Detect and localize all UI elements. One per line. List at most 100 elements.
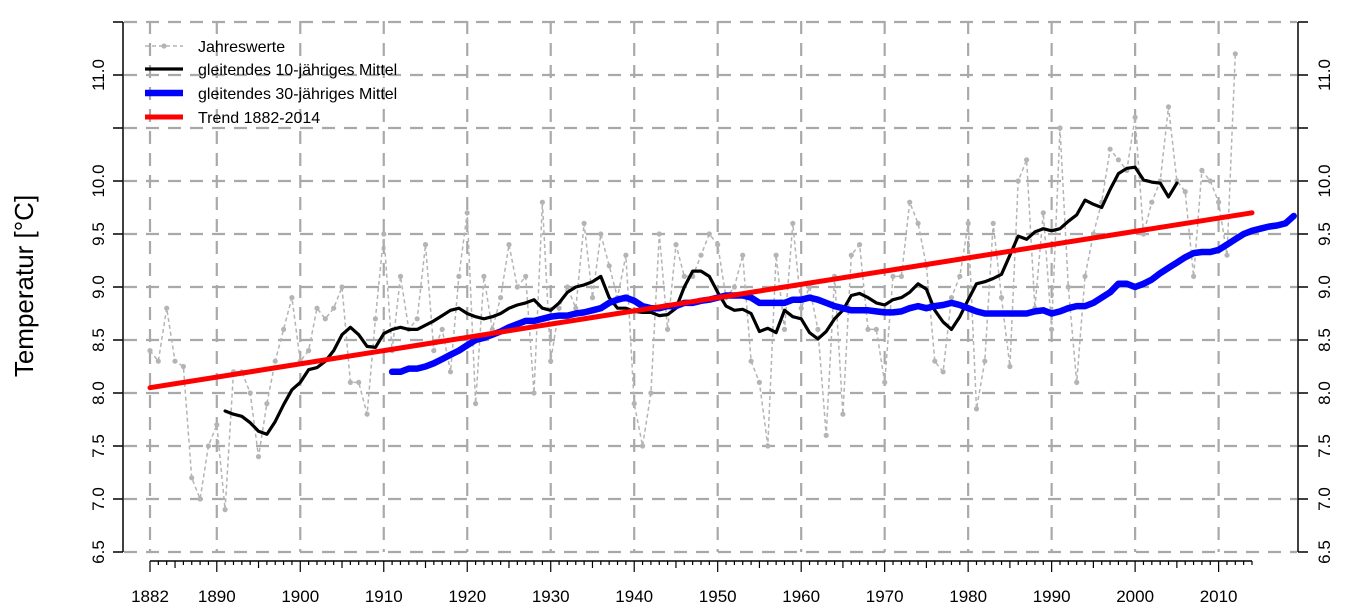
data-point — [247, 390, 253, 396]
data-point — [1024, 157, 1030, 163]
data-point — [347, 379, 353, 385]
data-point — [840, 411, 846, 417]
x-tick-label: 1940 — [615, 587, 653, 606]
data-point — [456, 273, 462, 279]
data-point — [990, 220, 996, 226]
y-axis-label: Temperatur [°C] — [9, 195, 39, 377]
data-point — [514, 284, 520, 290]
data-point — [356, 379, 362, 385]
y-tick-label-left: 11.0 — [89, 59, 108, 91]
data-point — [648, 390, 654, 396]
data-point — [1074, 379, 1080, 385]
data-point — [1015, 178, 1021, 184]
data-point — [932, 358, 938, 364]
y-tick-label-left: 10.0 — [89, 164, 108, 197]
data-point — [940, 369, 946, 375]
data-point — [180, 363, 186, 370]
x-tick-label: 1882 — [131, 587, 169, 606]
data-point — [272, 358, 278, 364]
x-tick-label: 1890 — [198, 587, 236, 606]
legend-label: gleitendes 30-jähriges Mittel — [198, 86, 397, 103]
data-point — [381, 231, 387, 237]
data-point — [915, 220, 921, 226]
data-point — [848, 252, 854, 258]
data-point — [823, 432, 829, 438]
x-tick-label: 1900 — [281, 587, 319, 606]
data-point — [172, 358, 178, 364]
data-point — [1007, 363, 1013, 370]
data-point — [1057, 125, 1063, 131]
data-point — [873, 326, 879, 332]
data-point — [623, 252, 629, 258]
data-point — [155, 358, 161, 364]
data-point — [1216, 199, 1222, 205]
data-point — [656, 231, 662, 237]
data-point — [564, 284, 571, 290]
x-tick-label: 1990 — [1033, 587, 1071, 606]
data-point — [397, 273, 404, 279]
x-tick-label: 2010 — [1200, 587, 1238, 606]
legend-label: Trend 1882-2014 — [198, 110, 320, 127]
data-point — [372, 316, 378, 322]
data-point — [1082, 273, 1088, 279]
data-point — [548, 358, 554, 364]
x-tick-label: 1950 — [699, 587, 737, 606]
data-point — [740, 252, 746, 258]
data-point — [815, 326, 821, 332]
data-point — [890, 273, 896, 279]
legend-label: Jahreswerte — [198, 39, 285, 56]
data-point — [631, 401, 637, 407]
data-point — [189, 475, 195, 481]
data-point — [898, 273, 905, 279]
data-point — [1224, 252, 1230, 258]
series-layer — [147, 51, 1297, 513]
y-tick-label-right: 7.5 — [1315, 434, 1334, 458]
data-point — [422, 242, 429, 248]
data-point — [790, 220, 796, 226]
data-point — [431, 348, 437, 354]
data-point — [481, 273, 487, 279]
data-point — [1107, 146, 1113, 152]
data-point — [464, 210, 470, 216]
data-point — [882, 379, 888, 385]
x-tick-label: 1960 — [782, 587, 820, 606]
data-point — [306, 348, 312, 354]
data-point — [164, 305, 170, 311]
data-point — [539, 199, 546, 205]
data-point — [1199, 167, 1205, 173]
x-tick-label: 1970 — [866, 587, 904, 606]
data-point — [640, 443, 646, 449]
y-tick-label-right: 10.0 — [1315, 164, 1334, 197]
data-point — [255, 454, 262, 460]
data-point — [673, 242, 679, 248]
data-point — [1132, 114, 1138, 120]
grid-lines — [124, 20, 1297, 554]
series-line-mittel-10 — [223, 165, 1179, 436]
x-tick-label: 1920 — [448, 587, 486, 606]
data-point — [473, 401, 479, 407]
x-tick-label: 2000 — [1116, 587, 1154, 606]
data-point — [581, 220, 587, 226]
y-tick-label-left: 7.0 — [89, 487, 108, 511]
data-point — [339, 284, 345, 290]
data-point — [907, 199, 913, 205]
data-point — [214, 422, 220, 428]
data-point — [998, 295, 1005, 301]
data-point — [205, 443, 211, 449]
data-point — [773, 252, 779, 258]
data-point — [439, 326, 445, 332]
data-point — [781, 326, 788, 332]
x-tick-label: 1930 — [532, 587, 570, 606]
data-point — [965, 220, 971, 226]
data-point — [447, 369, 454, 375]
data-point — [331, 305, 337, 311]
y-tick-label-right: 8.5 — [1315, 328, 1334, 352]
y-tick-label-left: 7.5 — [89, 434, 108, 458]
x-tick-label: 1910 — [365, 587, 403, 606]
data-point — [606, 263, 612, 269]
data-point — [765, 443, 771, 449]
y-tick-label-right: 9.5 — [1315, 222, 1334, 246]
y-tick-label-right: 6.5 — [1315, 540, 1334, 564]
data-point — [1182, 189, 1188, 195]
